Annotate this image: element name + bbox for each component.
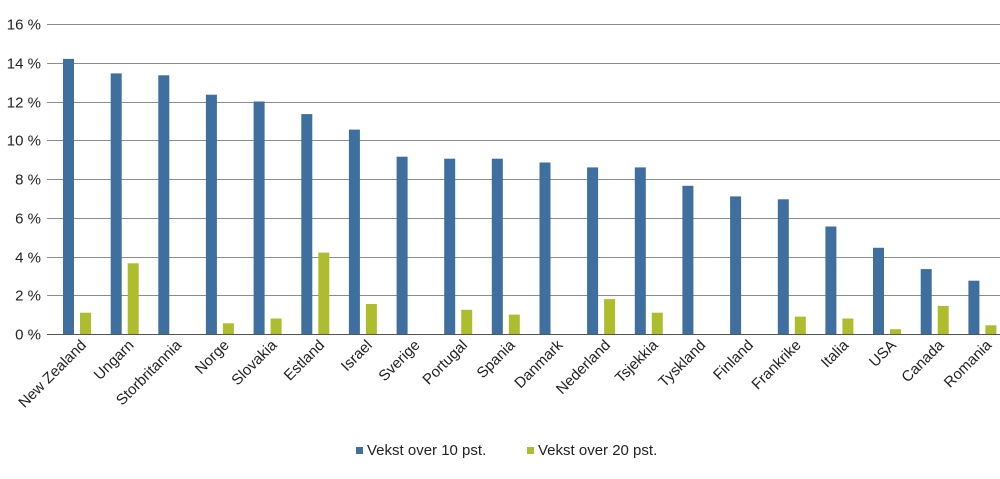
- bar-vekst-10: [873, 247, 884, 334]
- y-tick-label: 14 %: [7, 56, 41, 73]
- bar-vekst-10: [301, 114, 313, 334]
- bar-vekst-20: [937, 305, 949, 334]
- bar-vekst-20: [365, 304, 377, 334]
- bar-vekst-10: [444, 158, 456, 334]
- bar-vekst-10: [777, 199, 789, 334]
- x-category-label: Estland: [281, 337, 328, 384]
- x-category-label: Frankrike: [748, 337, 804, 393]
- x-category-label: Norge: [192, 337, 233, 378]
- bar-vekst-20: [985, 325, 997, 334]
- y-tick-label: 8 %: [15, 172, 41, 189]
- x-category-label: Spania: [474, 336, 520, 382]
- x-category-label: Romania: [941, 336, 996, 391]
- bar-vekst-20: [842, 318, 854, 334]
- bar-vekst-10: [491, 158, 503, 334]
- bar-vekst-10: [63, 58, 74, 335]
- bar-vekst-10: [539, 162, 551, 334]
- y-tick-label: 16 %: [7, 17, 41, 34]
- legend: Vekst over 10 pst. Vekst over 20 pst.: [356, 442, 657, 459]
- legend-swatch: [527, 447, 534, 454]
- y-tick-label: 4 %: [15, 250, 41, 267]
- bar-vekst-10: [348, 129, 360, 334]
- x-category-label: Slovakia: [228, 336, 281, 389]
- y-tick-label: 2 %: [15, 288, 41, 305]
- legend-label: Vekst over 10 pst.: [367, 442, 486, 459]
- x-category-label: Italia: [818, 336, 853, 371]
- bar-vekst-10: [920, 269, 932, 334]
- bar-vekst-10: [682, 185, 694, 334]
- y-tick-label: 12 %: [7, 95, 41, 112]
- bar-vekst-10: [730, 196, 742, 334]
- bar-vekst-20: [80, 312, 91, 334]
- bar-vekst-20: [270, 318, 282, 334]
- x-category-label: Finland: [710, 337, 757, 384]
- y-axis-tick-labels: 0 % 2 % 4 % 6 % 8 % 10 % 12 % 14 % 16 %: [7, 17, 41, 344]
- bar-vekst-20: [508, 314, 520, 334]
- legend-label: Vekst over 20 pst.: [538, 442, 657, 459]
- bar-vekst-20: [127, 263, 139, 334]
- y-tick-label: 10 %: [7, 133, 41, 150]
- y-tick-label: 6 %: [15, 211, 41, 228]
- y-tick-label: 0 %: [15, 327, 41, 344]
- bar-vekst-10: [110, 73, 122, 335]
- bar-vekst-10: [158, 75, 170, 335]
- bars: [63, 58, 997, 335]
- bar-vekst-20: [222, 323, 234, 334]
- bar-vekst-20: [318, 252, 330, 334]
- bar-vekst-10: [825, 226, 837, 334]
- bar-vekst-20: [461, 309, 473, 334]
- x-category-label: Tyskland: [655, 337, 709, 391]
- gridlines: [47, 24, 1000, 335]
- x-category-label: Ungarn: [91, 337, 138, 384]
- x-category-label: Israel: [338, 337, 376, 375]
- bar-vekst-10: [587, 167, 599, 334]
- x-category-label: Sverige: [375, 337, 423, 385]
- bar-vekst-20: [604, 299, 616, 334]
- bar-vekst-10: [253, 101, 265, 334]
- x-category-label: Portugal: [419, 337, 471, 389]
- bar-vekst-10: [968, 280, 980, 334]
- bar-vekst-20: [890, 329, 901, 334]
- bar-vekst-20: [794, 316, 806, 334]
- bar-vekst-10: [634, 167, 646, 334]
- bar-vekst-10: [205, 94, 217, 334]
- x-category-label: USA: [866, 337, 900, 371]
- legend-swatch: [356, 447, 363, 454]
- x-category-label: New Zealand: [15, 337, 90, 412]
- bar-vekst-10: [396, 156, 408, 334]
- bar-vekst-20: [651, 312, 663, 334]
